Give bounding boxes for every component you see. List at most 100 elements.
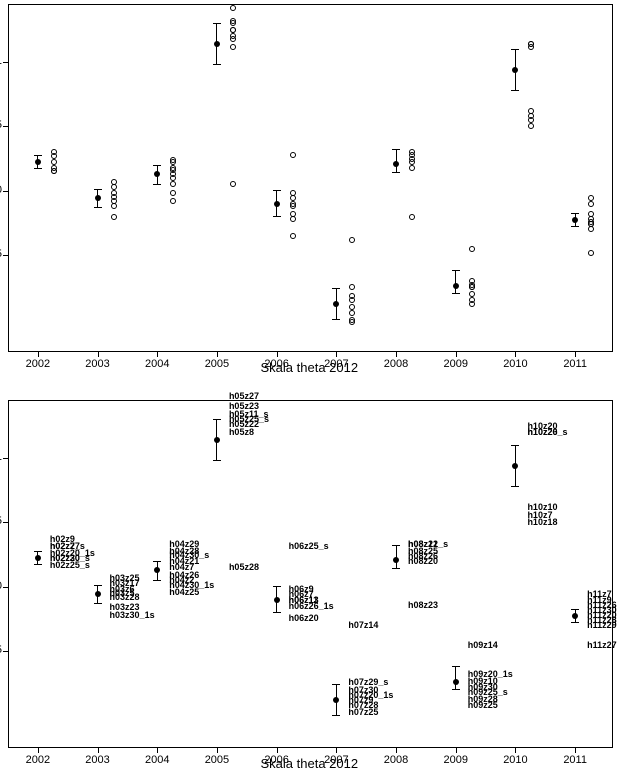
error-cap: [213, 460, 221, 461]
open-point: [230, 27, 236, 33]
open-point: [230, 44, 236, 50]
x-tick-label: 2011: [560, 358, 590, 370]
y-tick-label: 5: [0, 248, 2, 260]
x-tick: [98, 352, 99, 357]
error-cap: [94, 189, 102, 190]
x-tick-label: 2002: [23, 754, 53, 766]
error-cap: [34, 551, 42, 552]
error-cap: [332, 319, 340, 320]
x-axis-title: Skala theta 2012: [261, 360, 359, 375]
x-tick-label: 2010: [500, 358, 530, 370]
x-tick-label: 2008: [381, 358, 411, 370]
data-point: [214, 437, 220, 443]
open-point: [51, 153, 57, 159]
error-cap: [392, 149, 400, 150]
error-cap: [511, 90, 519, 91]
error-cap: [392, 172, 400, 173]
data-point: [274, 597, 280, 603]
y-tick-label: 5: [0, 515, 2, 527]
bottom-chart-panel: [8, 400, 613, 748]
open-point: [230, 5, 236, 11]
x-tick: [98, 748, 99, 753]
error-cap: [273, 586, 281, 587]
error-cap: [153, 165, 161, 166]
open-point: [111, 184, 117, 190]
x-tick: [396, 352, 397, 357]
error-cap: [392, 545, 400, 546]
error-cap: [94, 585, 102, 586]
open-point: [111, 203, 117, 209]
x-tick: [38, 748, 39, 753]
x-tick: [217, 748, 218, 753]
y-tick: [3, 62, 8, 63]
error-cap: [571, 622, 579, 623]
error-cap: [392, 568, 400, 569]
error-cap: [273, 612, 281, 613]
x-tick-label: 2005: [202, 754, 232, 766]
error-cap: [332, 288, 340, 289]
open-point: [588, 250, 594, 256]
top-chart-panel: [8, 4, 613, 352]
data-point: [453, 283, 459, 289]
error-cap: [452, 293, 460, 294]
x-axis-title: Skala theta 2012: [261, 756, 359, 771]
y-tick: [3, 651, 8, 652]
error-cap: [94, 207, 102, 208]
y-tick-label: 5: [0, 644, 2, 656]
point-label: h11z27: [587, 640, 617, 650]
point-label: h05z28: [229, 562, 259, 572]
x-tick: [38, 352, 39, 357]
open-point: [230, 36, 236, 42]
error-cap: [273, 190, 281, 191]
error-cap: [213, 23, 221, 24]
x-tick: [157, 352, 158, 357]
point-label: h10z26: [527, 427, 557, 437]
x-tick: [456, 748, 457, 753]
y-tick-label: 0: [0, 580, 2, 592]
open-point: [469, 282, 475, 288]
point-label: h03z28: [110, 592, 140, 602]
x-tick-label: 2009: [441, 358, 471, 370]
point-label: h04z25: [169, 587, 199, 597]
error-cap: [332, 684, 340, 685]
point-label: h03z30_1s: [110, 610, 155, 620]
point-label: h09z25: [468, 700, 498, 710]
error-cap: [153, 561, 161, 562]
point-label: h10z18: [527, 517, 557, 527]
data-point: [214, 41, 220, 47]
open-point: [290, 152, 296, 158]
open-point: [290, 203, 296, 209]
x-tick-label: 2010: [500, 754, 530, 766]
x-tick-label: 2005: [202, 358, 232, 370]
y-tick: [3, 255, 8, 256]
y-tick: [3, 191, 8, 192]
data-point: [393, 557, 399, 563]
open-point: [111, 214, 117, 220]
x-tick: [515, 748, 516, 753]
x-tick-label: 2011: [560, 754, 590, 766]
y-tick: [3, 126, 8, 127]
error-cap: [94, 603, 102, 604]
error-cap: [511, 49, 519, 50]
data-point: [274, 201, 280, 207]
open-point: [469, 291, 475, 297]
x-tick: [575, 748, 576, 753]
x-tick-label: 2004: [142, 754, 172, 766]
x-tick: [277, 352, 278, 357]
y-tick-label: 0: [0, 184, 2, 196]
error-cap: [273, 216, 281, 217]
point-label: h02z25_s: [50, 560, 90, 570]
error-cap: [34, 155, 42, 156]
error-cap: [452, 270, 460, 271]
y-tick: [3, 458, 8, 459]
x-tick: [217, 352, 218, 357]
x-tick: [396, 748, 397, 753]
error-cap: [34, 168, 42, 169]
open-point: [528, 44, 534, 50]
point-label: h06z25_s: [289, 541, 329, 551]
open-point: [469, 301, 475, 307]
point-label: h05z8: [229, 427, 254, 437]
point-label: h09z14: [468, 640, 498, 650]
open-point: [290, 216, 296, 222]
x-tick-label: 2003: [83, 358, 113, 370]
